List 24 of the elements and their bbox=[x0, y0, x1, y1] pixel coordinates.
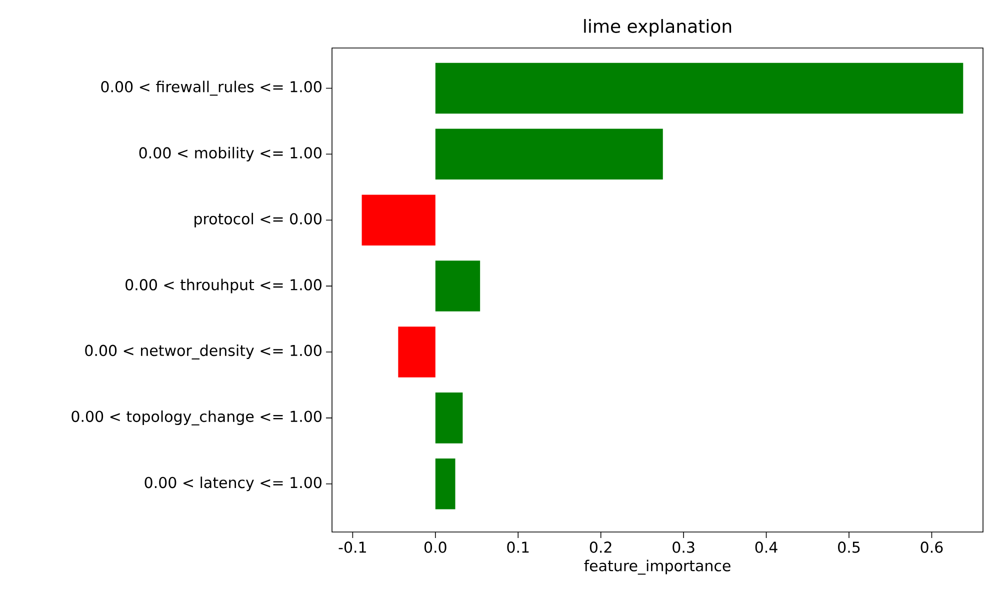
x-tick-label: 0.4 bbox=[755, 542, 778, 553]
x-tick-label: 0.1 bbox=[507, 542, 529, 553]
y-tick-label: 0.00 < mobility <= 1.00 bbox=[139, 146, 322, 162]
bar bbox=[398, 326, 436, 378]
bar bbox=[362, 194, 436, 246]
chart-title: lime explanation bbox=[584, 19, 732, 36]
y-tick-label: 0.00 < throuhput <= 1.00 bbox=[126, 278, 322, 294]
bar bbox=[435, 260, 480, 312]
y-tick-label: 0.00 < latency <= 1.00 bbox=[144, 476, 322, 492]
x-tick-label: 0.5 bbox=[838, 542, 860, 553]
y-tick-label: 0.00 < topology_change <= 1.00 bbox=[72, 410, 322, 426]
y-tick-label: protocol <= 0.00 bbox=[194, 212, 322, 228]
bar bbox=[435, 458, 456, 510]
x-tick-label: 0.6 bbox=[920, 542, 943, 553]
x-tick-label: 0.3 bbox=[672, 542, 694, 553]
bar bbox=[435, 62, 964, 114]
y-tick-label: 0.00 < firewall_rules <= 1.00 bbox=[101, 80, 322, 96]
bar bbox=[435, 128, 663, 180]
x-tick-label: 0.0 bbox=[424, 542, 446, 553]
x-axis-title: feature_importance bbox=[584, 560, 730, 575]
y-tick-label: 0.00 < networ_density <= 1.00 bbox=[85, 344, 322, 360]
bar bbox=[435, 392, 463, 444]
x-tick-label: 0.2 bbox=[590, 542, 612, 553]
x-tick-label: -0.1 bbox=[338, 542, 366, 553]
